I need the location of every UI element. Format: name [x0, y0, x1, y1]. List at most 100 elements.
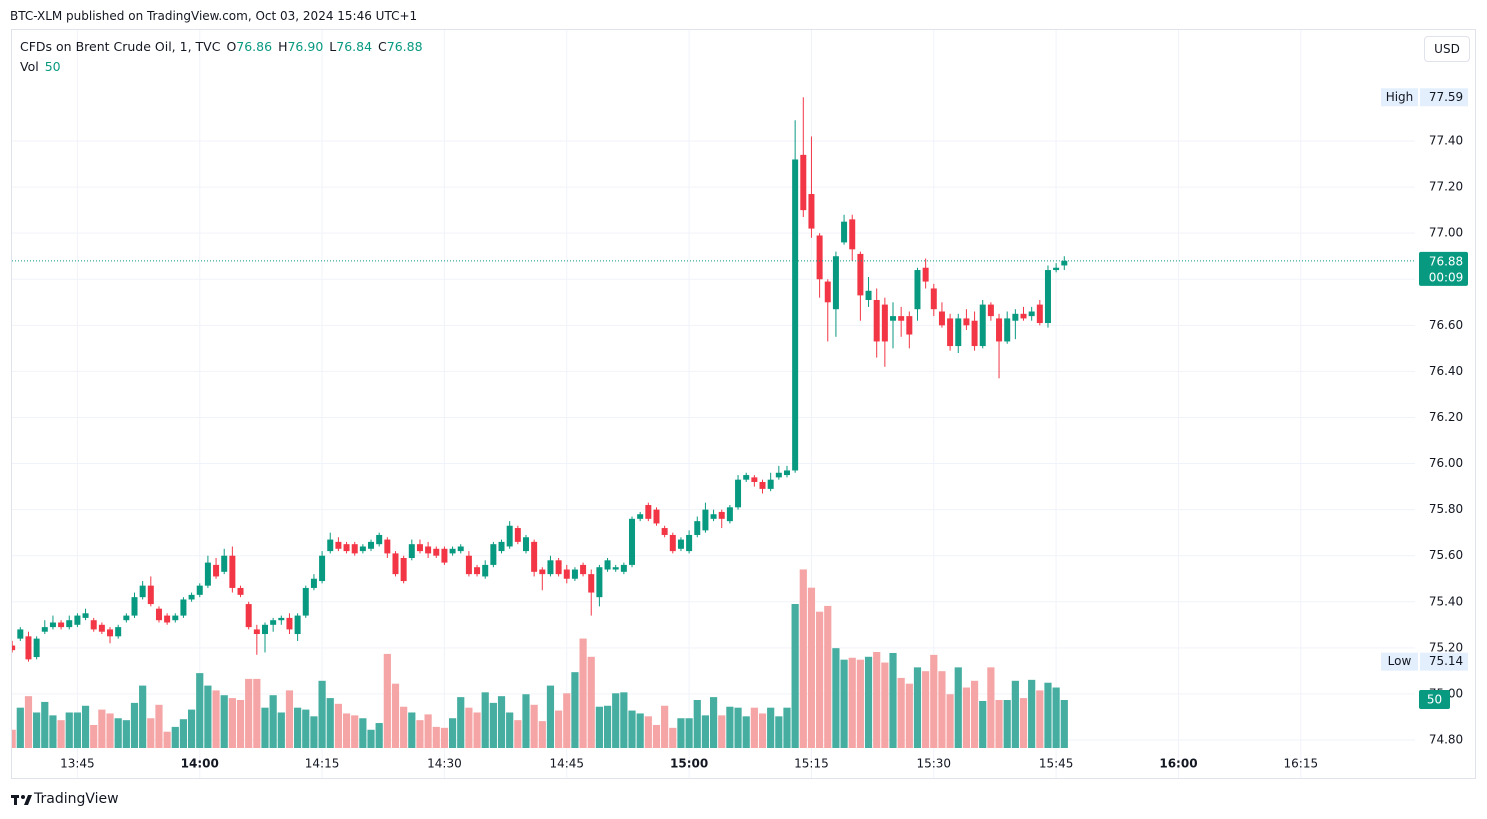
ohlc-value: 76.88	[386, 39, 423, 54]
volume-bar	[1019, 698, 1028, 748]
candle-body	[115, 627, 122, 637]
volume-bar	[73, 712, 82, 748]
candle-body	[1028, 311, 1035, 317]
volume-bar	[212, 690, 220, 748]
candle-body	[898, 316, 905, 321]
y-tick-label: 75.40	[1429, 594, 1463, 608]
volume-bar	[383, 653, 391, 748]
candle-body	[816, 235, 823, 280]
candle-body	[180, 599, 187, 616]
candle-body	[433, 548, 440, 556]
volume-bar	[432, 726, 440, 748]
candle-body	[237, 587, 244, 595]
high-marker-value-bg	[1420, 88, 1468, 107]
countdown: 00:09	[1429, 270, 1464, 284]
candle-body	[416, 544, 423, 552]
volume-bar	[881, 662, 889, 748]
volume-bar	[334, 703, 342, 748]
candle-body	[147, 585, 154, 605]
volume-bar	[783, 707, 791, 748]
volume-bar	[930, 654, 938, 748]
volume-bar	[326, 698, 334, 748]
volume-bar	[718, 715, 726, 748]
candle-body	[735, 479, 742, 508]
candle-body	[204, 562, 211, 586]
candle-body	[669, 534, 676, 552]
volume-bar	[171, 726, 179, 748]
candle-body	[1061, 260, 1068, 266]
y-tick-label: 77.00	[1429, 226, 1463, 240]
volume-legend: Vol 50	[20, 59, 61, 74]
volume-bar	[220, 695, 228, 748]
y-tick-label: 77.40	[1429, 134, 1463, 148]
volume-bar	[1060, 700, 1068, 748]
volume-bar	[563, 693, 571, 748]
candle-body	[710, 514, 717, 519]
candle-body	[890, 316, 897, 321]
grid	[12, 30, 1415, 778]
candle-body	[90, 620, 97, 630]
candle-body	[588, 574, 595, 593]
candle-body	[751, 477, 758, 482]
candle-body	[718, 511, 725, 519]
volume-value: 50	[1427, 693, 1442, 707]
candle-body	[482, 564, 489, 577]
high-marker-label: High	[1386, 90, 1414, 104]
volume-bar	[375, 723, 383, 748]
candle-body	[612, 567, 619, 570]
candle-body	[392, 553, 399, 575]
candle-body	[441, 548, 448, 563]
candle-body	[33, 638, 40, 658]
volume-bar	[832, 648, 840, 748]
candle-body	[98, 624, 105, 632]
volume-bar	[1044, 682, 1052, 748]
candle-body	[702, 509, 709, 531]
candle-body	[547, 560, 554, 575]
volume-bar	[489, 702, 497, 748]
volume-bar	[41, 701, 49, 748]
volume-bar	[98, 709, 106, 748]
volume-bar	[661, 705, 669, 748]
candle-body	[12, 645, 16, 651]
volume-bar	[840, 659, 848, 748]
axes: 74.8075.0075.2075.4075.6075.8076.0076.20…	[60, 134, 1463, 771]
candle-body	[343, 544, 350, 552]
x-tick-label: 13:45	[60, 757, 95, 771]
volume-bar	[701, 715, 710, 748]
volume-bar	[856, 659, 864, 748]
y-tick-label: 76.20	[1429, 410, 1463, 424]
candle-body	[261, 624, 268, 635]
ohlc-label: C	[378, 39, 387, 54]
candle-body	[351, 544, 358, 554]
candle-body	[531, 541, 538, 572]
volume-bar	[391, 683, 400, 748]
volume-bar	[253, 678, 261, 748]
volume-bar	[669, 727, 677, 748]
volume-bar	[571, 672, 579, 748]
candle-body	[302, 587, 309, 616]
candle-body	[767, 479, 774, 489]
y-tick-label: 75.80	[1429, 502, 1463, 516]
volume-bar	[359, 718, 367, 748]
candle-body	[17, 629, 24, 639]
volume-bar	[269, 695, 277, 748]
candle-body	[792, 159, 799, 471]
currency-button[interactable]: USD	[1424, 36, 1470, 62]
volume-bar	[400, 706, 408, 748]
candle-body	[425, 546, 432, 554]
candle-body	[74, 615, 81, 625]
volume-bar	[644, 716, 652, 748]
volume-bar	[579, 638, 587, 748]
volume-bar	[245, 678, 253, 748]
candle-body	[514, 528, 521, 542]
volume-bar	[816, 611, 824, 748]
volume-bar	[522, 694, 530, 748]
chart-frame	[11, 29, 1476, 779]
volume-bar	[1036, 690, 1044, 748]
overlays: 76.88 00:09 High 77.59 Low 75.14 50	[12, 88, 1468, 709]
y-tick-label: 77.20	[1429, 180, 1463, 194]
candle-body	[408, 544, 415, 558]
x-tick-label: 15:00	[670, 757, 708, 771]
candle-body	[294, 615, 301, 635]
